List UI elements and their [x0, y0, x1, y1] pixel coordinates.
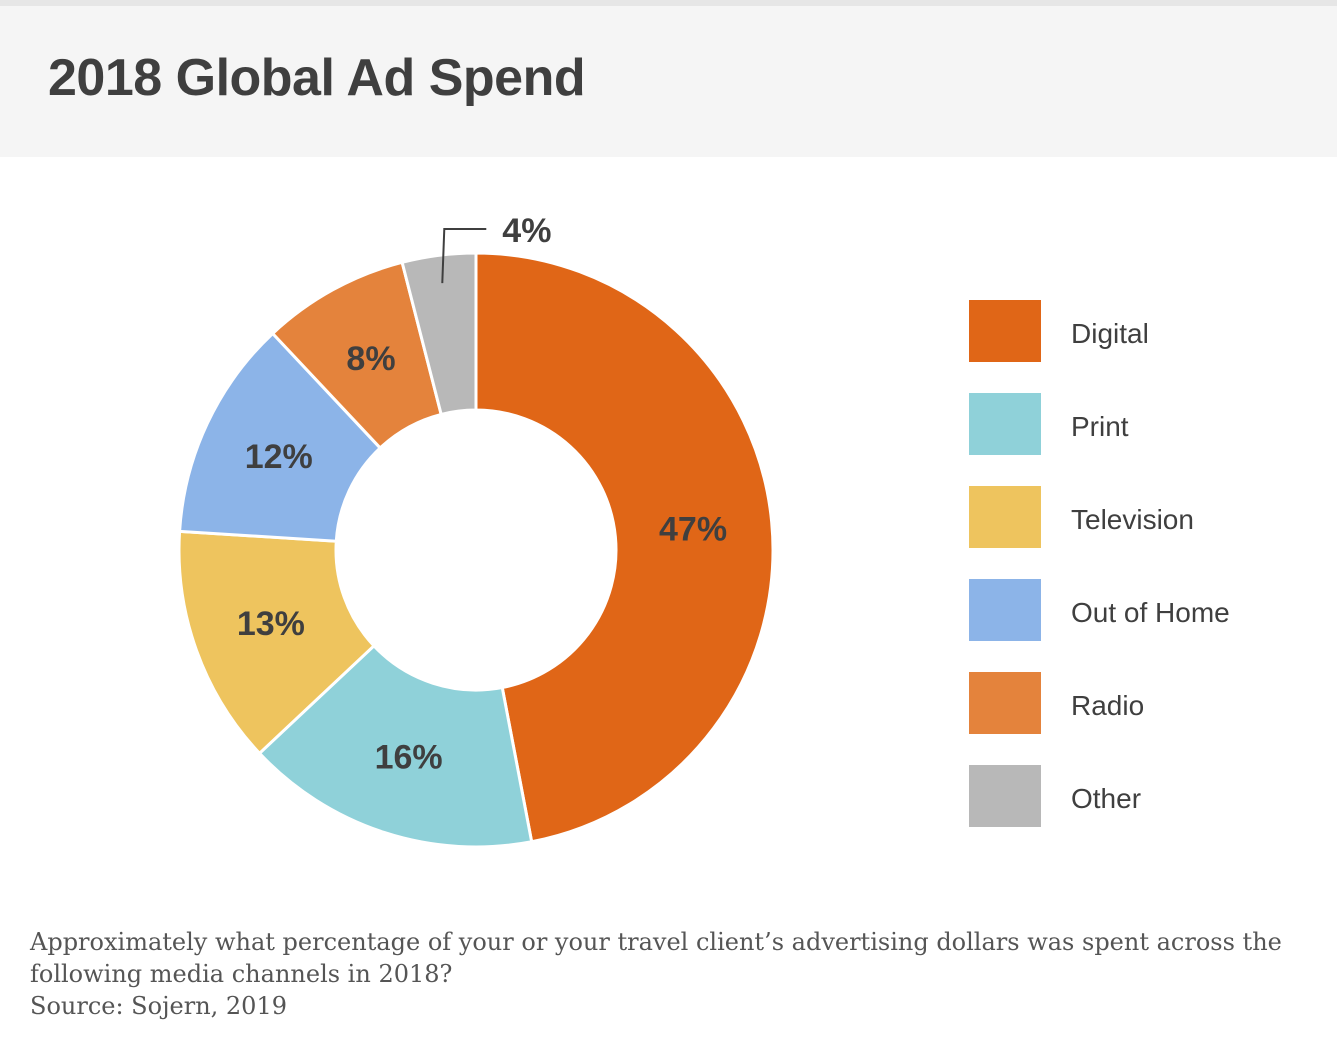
- top-rule: [0, 0, 1337, 6]
- data-label-radio: 8%: [346, 340, 395, 378]
- legend-swatch-other: [969, 765, 1041, 827]
- slice-other: [400, 251, 478, 417]
- chart-title: 2018 Global Ad Spend: [48, 49, 586, 107]
- header-band: [0, 6, 1337, 157]
- data-label-print: 16%: [375, 738, 443, 776]
- data-label-other: 4%: [502, 212, 551, 250]
- legend-label-other: Other: [1071, 783, 1142, 814]
- legend-label-digital: Digital: [1071, 318, 1149, 349]
- legend-item-digital: Digital: [969, 300, 1299, 364]
- slice-print: [257, 643, 534, 849]
- legend-swatch-digital: [969, 300, 1041, 362]
- legend-label-television: Television: [1071, 504, 1194, 535]
- footer-source: Source: Sojern, 2019: [30, 992, 287, 1020]
- footer-question: Approximately what percentage of your or…: [30, 928, 1282, 988]
- legend-swatch-television: [969, 486, 1041, 548]
- legend-label-out-of-home: Out of Home: [1071, 597, 1230, 628]
- data-label-out-of-home: 12%: [245, 438, 313, 476]
- legend-item-print: Print: [969, 393, 1299, 457]
- slice-digital: [474, 251, 775, 844]
- leader-line-other: [441, 228, 487, 284]
- legend-label-radio: Radio: [1071, 690, 1145, 721]
- legend-label-print: Print: [1071, 411, 1129, 442]
- legend-item-out-of-home: Out of Home: [969, 579, 1299, 643]
- legend-item-other: Other: [969, 765, 1299, 829]
- data-label-digital: 47%: [659, 510, 727, 548]
- legend-swatch-radio: [969, 672, 1041, 734]
- legend-item-radio: Radio: [969, 672, 1299, 736]
- legend-swatch-print: [969, 393, 1041, 455]
- slice-out-of-home: [177, 331, 383, 543]
- footer: Approximately what percentage of your or…: [30, 926, 1320, 1022]
- legend-swatch-out-of-home: [969, 579, 1041, 641]
- slice-television: [177, 529, 377, 756]
- legend-item-television: Television: [969, 486, 1299, 550]
- data-label-television: 13%: [237, 605, 305, 643]
